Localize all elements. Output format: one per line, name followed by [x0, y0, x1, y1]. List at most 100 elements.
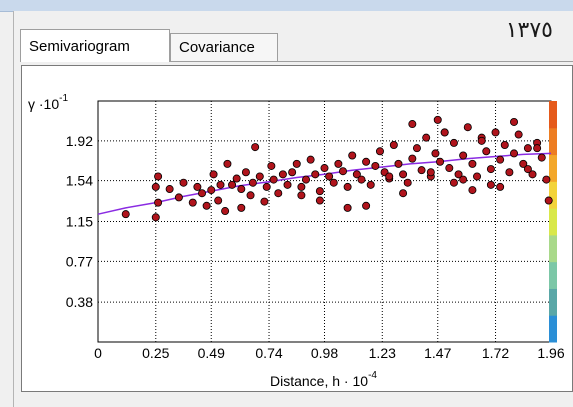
data-point: [267, 161, 276, 170]
data-point: [315, 196, 324, 205]
y-tick-label: 1.15: [66, 214, 93, 230]
data-point: [412, 144, 421, 153]
x-tick-label: 1.72: [482, 345, 509, 361]
x-tick-label: 0.25: [142, 345, 169, 361]
data-point: [440, 128, 449, 137]
x-tick-label: 1.23: [369, 345, 396, 361]
x-tick-label: 1.47: [424, 345, 451, 361]
data-point: [334, 159, 343, 168]
data-point: [426, 168, 435, 177]
color-scale-segment: [549, 234, 557, 263]
plot-frame: [21, 65, 573, 392]
data-point: [278, 170, 287, 179]
data-point: [151, 182, 160, 191]
data-point: [251, 143, 260, 152]
data-point: [165, 185, 174, 194]
data-point: [154, 172, 163, 181]
data-point: [329, 178, 338, 187]
data-point: [459, 175, 468, 184]
data-point: [198, 189, 207, 198]
data-point: [262, 182, 271, 191]
data-point: [523, 144, 532, 153]
data-point: [352, 170, 361, 179]
data-point: [237, 203, 246, 212]
data-point: [454, 170, 463, 179]
data-point: [468, 186, 477, 195]
data-point: [362, 201, 371, 210]
y-tick-label: 0.38: [66, 294, 93, 310]
y-tick-label: 1.54: [66, 173, 93, 189]
data-point: [255, 172, 264, 181]
data-points: [121, 115, 553, 222]
data-point: [463, 123, 472, 132]
data-point: [154, 198, 163, 207]
color-scale-segment: [549, 315, 557, 343]
tab-semivariogram[interactable]: Semivariogram: [20, 29, 170, 62]
data-point: [523, 165, 532, 174]
data-point: [302, 175, 311, 184]
x-tick-label: 0.74: [255, 345, 282, 361]
data-point: [542, 175, 551, 184]
data-point: [311, 170, 320, 179]
color-scale-segment: [549, 288, 557, 316]
data-point: [445, 164, 454, 173]
data-point: [473, 172, 482, 181]
data-point: [269, 175, 278, 184]
data-point: [343, 182, 352, 191]
data-point: [209, 170, 218, 179]
data-point: [389, 141, 398, 150]
data-point: [283, 180, 292, 189]
data-point: [486, 165, 495, 174]
data-point: [477, 136, 486, 145]
color-scale-segment: [549, 181, 557, 209]
color-scale-segment: [549, 101, 557, 129]
data-point: [325, 172, 334, 181]
data-point: [338, 167, 347, 176]
color-scale-segment: [549, 127, 557, 156]
data-point: [500, 141, 509, 150]
data-point: [260, 197, 269, 206]
data-point: [232, 174, 241, 183]
data-point: [214, 196, 223, 205]
data-point: [151, 213, 160, 222]
data-point: [306, 155, 315, 164]
data-point: [385, 172, 394, 181]
data-point: [297, 182, 306, 191]
data-point: [246, 191, 255, 200]
tick-labels: 0 0.25 0.49 0.74 0.98 1.23 1.47 1.72 1.96 0.38 0.7…: [66, 133, 565, 361]
data-point: [216, 180, 225, 189]
data-point: [537, 153, 546, 162]
tab-covariance[interactable]: Covariance: [170, 33, 278, 61]
data-point: [422, 133, 431, 142]
data-point: [241, 168, 250, 177]
data-point: [491, 128, 500, 137]
x-axis-label: Distance, h · 10-4: [270, 370, 377, 389]
data-point: [394, 159, 403, 168]
data-point: [375, 147, 384, 156]
y-tick-label: 0.77: [66, 253, 93, 269]
color-scale-segment: [549, 261, 557, 289]
data-point: [174, 193, 183, 202]
data-point: [468, 159, 477, 168]
data-point: [228, 180, 237, 189]
data-point: [436, 157, 445, 166]
data-point: [207, 186, 216, 195]
model-curve: [97, 152, 552, 215]
data-point: [505, 168, 514, 177]
data-point: [371, 161, 380, 170]
data-point: [193, 182, 202, 191]
data-point: [274, 189, 283, 198]
color-scale-bar: [549, 101, 557, 343]
grid-lines: [98, 101, 551, 342]
data-point: [297, 191, 306, 200]
data-point: [528, 170, 537, 179]
x-tick-label: 0.98: [311, 345, 338, 361]
data-point: [417, 166, 426, 175]
data-point: [449, 138, 458, 147]
data-point: [188, 198, 197, 207]
data-point: [486, 180, 495, 189]
data-point: [496, 182, 505, 191]
data-point: [366, 180, 375, 189]
data-point: [202, 201, 211, 210]
